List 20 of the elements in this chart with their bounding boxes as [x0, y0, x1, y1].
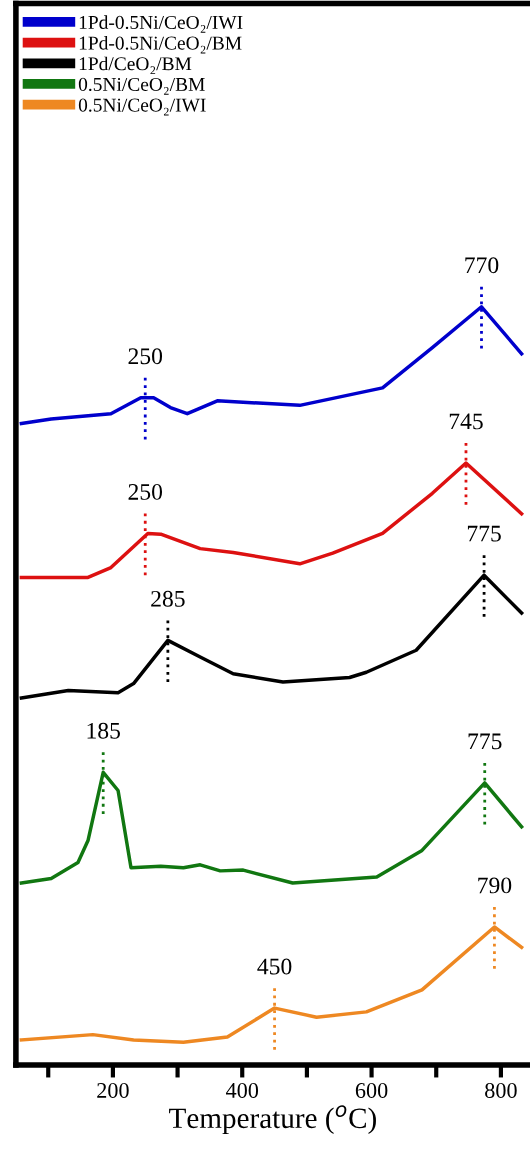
- annotation: 185: [87, 722, 120, 739]
- x-tick-label: 800: [485, 1082, 517, 1098]
- x-tick-label: 400: [226, 1082, 259, 1098]
- x-tick-label: 600: [355, 1082, 388, 1098]
- annotation: 285: [151, 590, 185, 607]
- x-axis-title: Temperature ($^{o}$C): [169, 1105, 376, 1135]
- annotation: 770: [465, 257, 499, 274]
- legend-label: 1Pd-0.5Ni/CeO₂/IWI: [79, 15, 243, 33]
- legend-label: 1Pd/CeO₂/BM: [79, 56, 192, 75]
- annotation: 775: [468, 733, 502, 750]
- annotation: 745: [449, 413, 483, 430]
- annotation: 775: [467, 525, 501, 542]
- legend-label: 0.5Ni/CeO₂/IWI: [78, 98, 206, 116]
- annotation: 790: [478, 877, 512, 894]
- legend-label: 1Pd-0.5Ni/CeO₂/BM: [79, 35, 242, 54]
- x-tick-label: 200: [97, 1082, 129, 1098]
- legend-label: 0.5Ni/CeO₂/BM: [78, 77, 205, 95]
- annotation: 450: [257, 958, 292, 975]
- annotation: 250: [128, 483, 163, 500]
- annotation: 250: [128, 348, 163, 365]
